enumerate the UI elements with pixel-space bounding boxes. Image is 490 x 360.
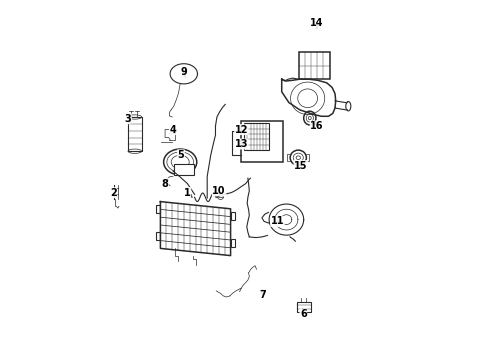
- Text: 3: 3: [124, 114, 131, 124]
- Text: 2: 2: [110, 188, 117, 198]
- Text: 13: 13: [235, 139, 248, 149]
- Text: 15: 15: [294, 161, 308, 171]
- Text: 12: 12: [235, 125, 248, 135]
- Text: 11: 11: [270, 216, 284, 226]
- Bar: [156, 232, 160, 240]
- Text: 5: 5: [177, 150, 184, 160]
- Text: 1: 1: [184, 188, 191, 198]
- Text: 6: 6: [300, 309, 307, 319]
- Text: 14: 14: [310, 18, 324, 28]
- Bar: [297, 302, 311, 312]
- Text: 8: 8: [162, 179, 169, 189]
- Bar: [242, 121, 283, 162]
- Bar: [231, 212, 235, 220]
- Text: 9: 9: [180, 67, 187, 77]
- Bar: [245, 123, 270, 150]
- Bar: [231, 239, 235, 247]
- Bar: [128, 117, 142, 151]
- Text: 10: 10: [212, 186, 226, 196]
- Text: 4: 4: [170, 125, 176, 135]
- Bar: [156, 205, 160, 213]
- Bar: [299, 52, 330, 79]
- Bar: [174, 164, 194, 175]
- Text: 16: 16: [310, 121, 324, 131]
- Text: 7: 7: [259, 290, 266, 300]
